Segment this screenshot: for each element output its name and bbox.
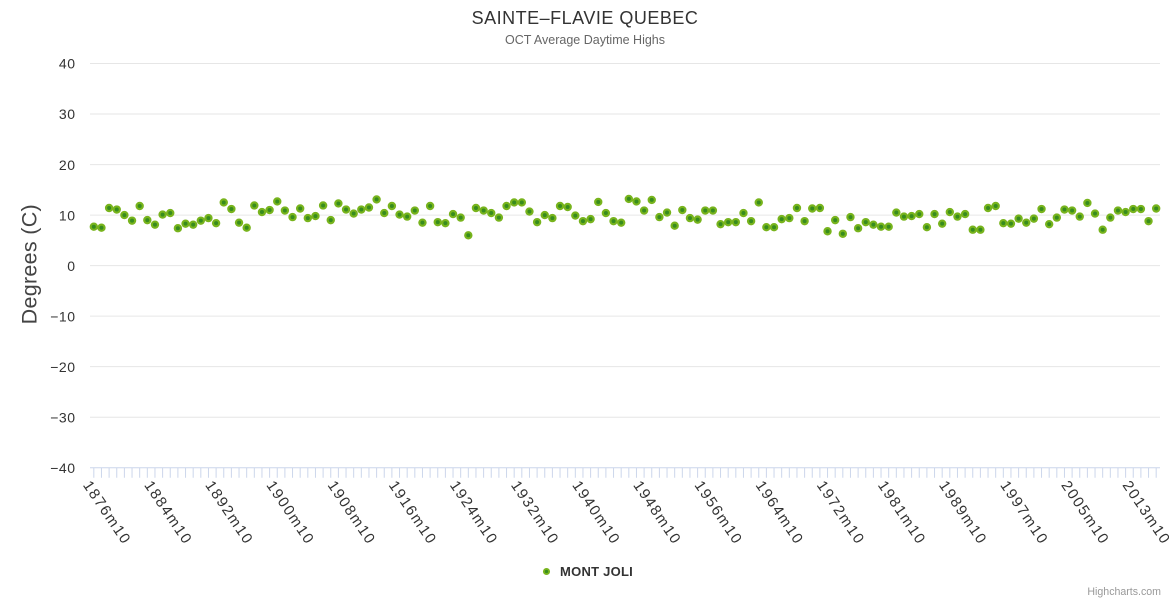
svg-text:−20: −20 — [50, 359, 75, 375]
svg-text:OCT Average Daytime Highs: OCT Average Daytime Highs — [505, 33, 665, 47]
svg-text:−30: −30 — [50, 409, 75, 425]
svg-text:20: 20 — [59, 157, 76, 173]
svg-text:40: 40 — [59, 56, 76, 72]
svg-text:−40: −40 — [50, 460, 75, 476]
svg-text:30: 30 — [59, 106, 76, 122]
svg-text:−10: −10 — [50, 308, 75, 324]
svg-text:SAINTE–FLAVIE QUEBEC: SAINTE–FLAVIE QUEBEC — [472, 8, 699, 28]
svg-text:0: 0 — [67, 258, 75, 274]
svg-text:MONT JOLI: MONT JOLI — [560, 564, 633, 579]
svg-text:Degrees (C): Degrees (C) — [18, 204, 42, 324]
svg-text:Highcharts.com: Highcharts.com — [1087, 586, 1161, 598]
svg-text:10: 10 — [59, 207, 76, 223]
